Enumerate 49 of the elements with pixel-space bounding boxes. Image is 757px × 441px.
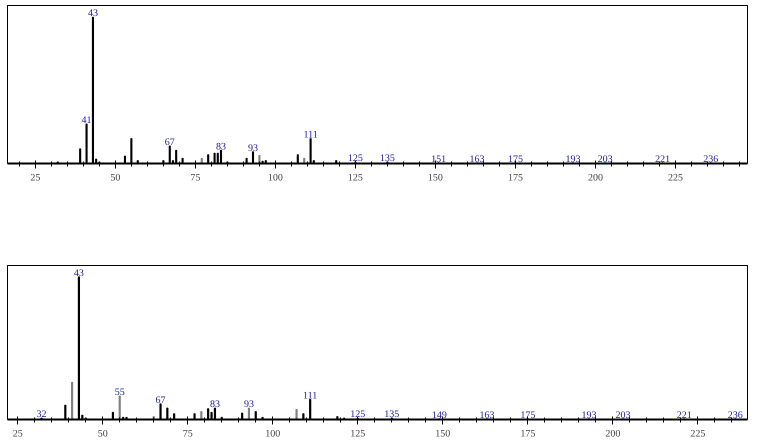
x-tick-label: 200 [605,428,620,440]
x-tick-label: 175 [520,428,536,440]
x-tick-label: 150 [428,172,443,184]
annotation: 236 [703,154,718,165]
x-tick-label: 75 [190,172,200,184]
annotation: 41 [82,115,92,126]
annotation: 193 [582,410,597,421]
annotation: 163 [480,410,495,421]
annotation: 221 [676,410,692,421]
x-tick-label: 125 [350,428,366,440]
x-tick-label: 75 [182,428,193,440]
annotation: 32 [36,409,47,420]
annotation: 203 [616,410,631,421]
annotation: 83 [210,399,220,410]
annotation: 221 [655,154,670,165]
x-tick-label: 100 [265,428,280,440]
annotation: 67 [156,394,166,406]
annotation: 175 [508,154,523,165]
x-tick-label: 175 [508,172,523,184]
x-tick-label: 125 [348,172,363,184]
annotation: 43 [74,268,84,279]
annotation: 125 [348,153,363,164]
annotation: 203 [598,154,613,165]
annotation: 43 [88,8,98,20]
x-tick-label: 200 [588,172,603,184]
annotation: 93 [244,399,254,410]
annotation: 151 [431,154,446,165]
annotation: 93 [248,142,258,154]
annotation: 111 [303,130,318,141]
x-tick-label: 25 [12,428,23,440]
annotation: 111 [303,390,318,402]
x-tick-label: 25 [30,172,40,184]
annotation: 67 [164,136,175,148]
annotation: 135 [380,153,395,164]
annotation: 236 [728,410,743,421]
x-tick-label: 100 [268,172,283,184]
annotation: 149 [432,410,447,421]
x-tick-label: 225 [668,172,683,184]
x-tick-label: 225 [690,428,706,440]
annotation: 175 [520,410,536,421]
x-tick-label: 150 [435,428,450,440]
annotation: 55 [114,386,125,398]
annotation: 135 [384,409,400,420]
annotation: 163 [470,154,485,165]
annotation: 193 [566,154,581,165]
annotation: 83 [216,141,226,152]
x-tick-label: 50 [110,172,120,184]
annotation: 125 [350,409,366,420]
x-tick-label: 50 [98,428,108,440]
